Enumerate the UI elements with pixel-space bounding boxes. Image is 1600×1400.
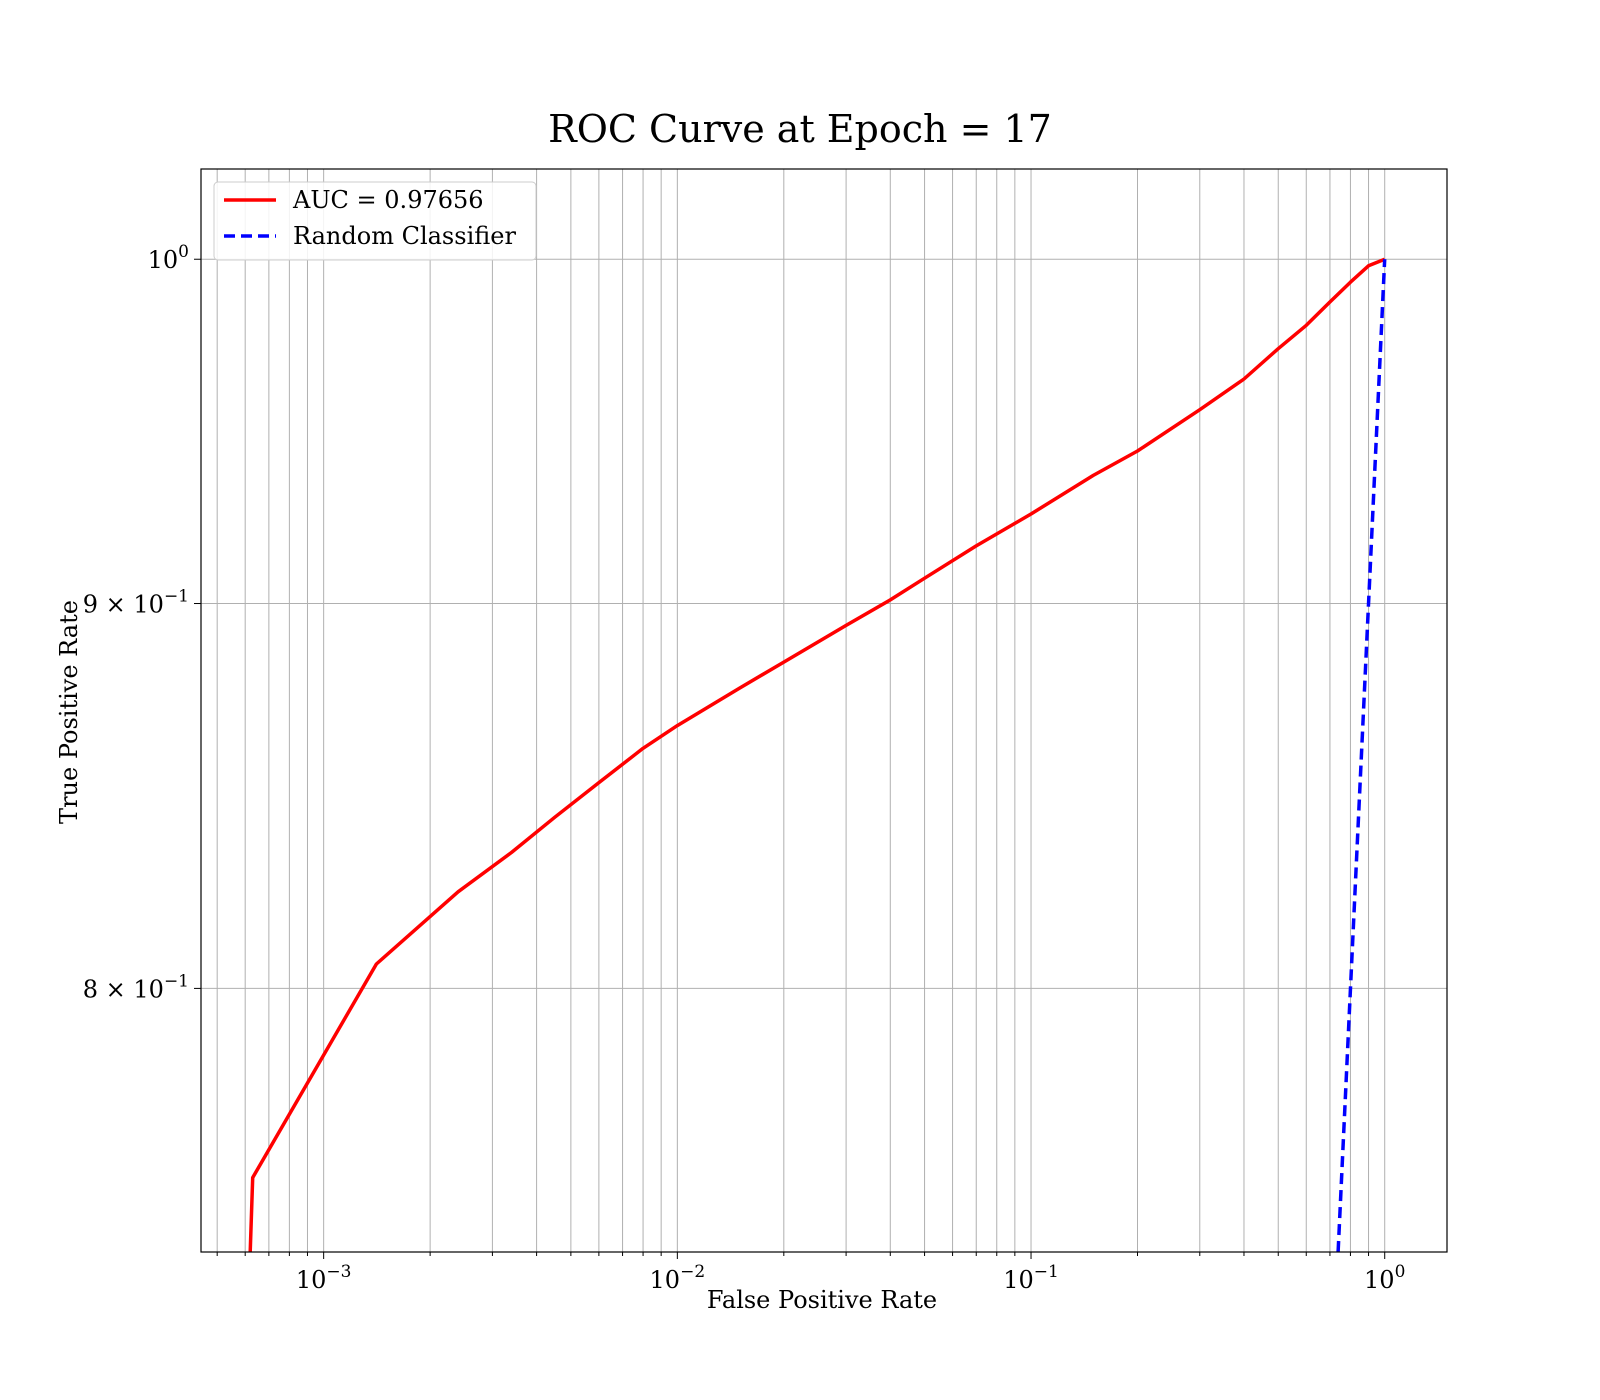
x-axis-label: False Positive Rate (707, 1286, 937, 1314)
legend-box (213, 181, 537, 261)
y-tick-label: 100 (148, 242, 189, 274)
legend-label-auc: AUC = 0.97656 (292, 186, 484, 214)
y-axis-label: True Positive Rate (55, 600, 83, 824)
roc-curve-line (248, 257, 1386, 1252)
y-tick-label: 8 × 10−1 (83, 971, 189, 1003)
random-classifier-line (1336, 259, 1387, 1252)
chart-title: ROC Curve at Epoch = 17 (548, 107, 1052, 151)
legend: AUC = 0.97656 Random Classifier (213, 181, 537, 261)
x-tick-label: 10−3 (296, 1262, 352, 1294)
legend-label-random: Random Classifier (293, 222, 516, 250)
tick-marks (194, 258, 1386, 1259)
x-tick-labels: 10−3 10−2 10−1 100 (296, 1262, 1406, 1294)
grid-lines (201, 169, 1447, 1252)
x-tick-label: 100 (1364, 1262, 1405, 1294)
series-layer (248, 257, 1387, 1252)
x-tick-label: 10−1 (1003, 1262, 1059, 1294)
y-tick-label: 9 × 10−1 (83, 587, 189, 619)
y-tick-labels: 8 × 10−1 9 × 10−1 100 (83, 242, 189, 1003)
plot-frame (200, 168, 1448, 1253)
x-tick-label: 10−2 (650, 1262, 706, 1294)
